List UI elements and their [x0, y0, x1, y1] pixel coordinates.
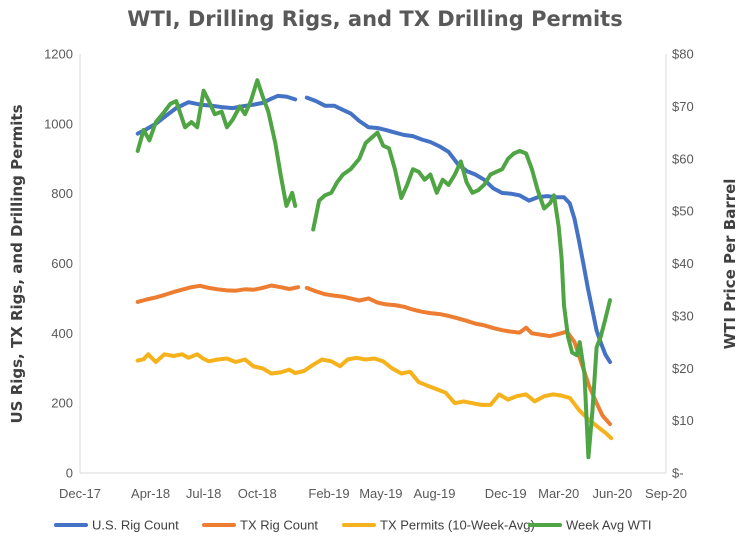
chart-title: WTI, Drilling Rigs, and TX Drilling Perm… — [127, 7, 622, 31]
x-tick-label: Jul-18 — [186, 486, 221, 501]
series-lines — [135, 78, 614, 460]
series-line-1 — [135, 93, 612, 364]
series-line-4 — [135, 78, 612, 460]
y2-tick-label: $40 — [672, 256, 694, 271]
y-tick-label: 800 — [51, 186, 73, 201]
y-tick-label: 0 — [66, 466, 73, 481]
y2-tick-label: $50 — [672, 204, 694, 219]
legend: U.S. Rig Count TX Rig Count TX Permits (10… — [54, 518, 652, 533]
legend-entry: Week Avg WTI — [566, 518, 652, 533]
y-tick-label: 1000 — [44, 116, 73, 131]
y2-tick-label: $- — [672, 466, 684, 481]
x-tick-label: May-19 — [359, 486, 402, 501]
x-tick-label: Dec-17 — [59, 486, 101, 501]
x-tick-label: Apr-18 — [131, 486, 170, 501]
y2-axis-ticks: $- $10 $20 $30 $40 $50 $60 $70 $80 — [672, 47, 694, 481]
y-tick-label: 1200 — [44, 47, 73, 62]
y2-tick-label: $20 — [672, 361, 694, 376]
legend-entry: TX Rig Count — [240, 518, 318, 533]
x-tick-label: Oct-18 — [238, 486, 277, 501]
x-tick-label: Mar-20 — [538, 486, 579, 501]
x-tick-label: Feb-19 — [308, 486, 349, 501]
y2-axis-label: WTI Price Per Barrel — [721, 179, 739, 350]
x-tick-label: Jun-20 — [592, 486, 632, 501]
y2-tick-label: $60 — [672, 151, 694, 166]
y-axis-ticks: 0 200 400 600 800 1000 1200 — [44, 47, 73, 481]
legend-entry: TX Permits (10-Week-Avg) — [380, 518, 535, 533]
legend-entry: U.S. Rig Count — [92, 518, 179, 533]
x-axis-ticks: Dec-17 Apr-18 Jul-18 Oct-18 Feb-19 May-19 Aug-… — [59, 486, 687, 501]
y-axis-label: US Rigs, TX Rigs, and Drilling Permits — [8, 104, 26, 423]
y2-tick-label: $80 — [672, 47, 694, 62]
y-tick-label: 400 — [51, 326, 73, 341]
series-line-3 — [135, 352, 614, 441]
x-tick-label: Aug-19 — [414, 486, 456, 501]
y-tick-label: 600 — [51, 256, 73, 271]
y-tick-label: 200 — [51, 396, 73, 411]
y2-tick-label: $10 — [672, 413, 694, 428]
y2-tick-label: $70 — [672, 99, 694, 114]
y2-tick-label: $30 — [672, 308, 694, 323]
x-tick-label: Sep-20 — [645, 486, 687, 501]
x-tick-label: Dec-19 — [485, 486, 527, 501]
